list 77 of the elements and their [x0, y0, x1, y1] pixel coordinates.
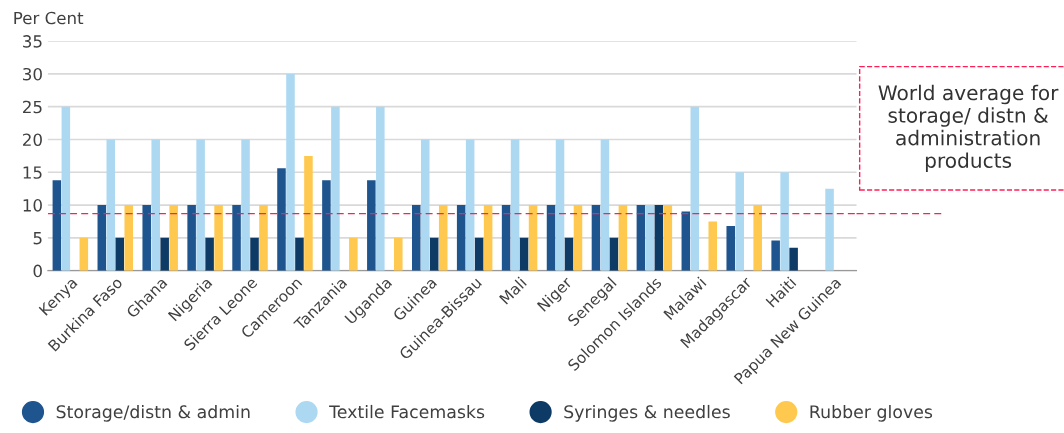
bar [61, 106, 71, 271]
bar [564, 237, 574, 271]
y-tick-label: 20 [23, 133, 42, 147]
bar [286, 73, 295, 271]
legend-label: Storage/distn & admin [56, 404, 250, 422]
bar [349, 237, 358, 271]
bar [528, 205, 538, 271]
bar [376, 106, 385, 271]
bar [654, 205, 664, 271]
bar [501, 205, 511, 271]
bar [250, 237, 259, 271]
bar [295, 237, 304, 271]
bar [483, 205, 493, 271]
bar [124, 205, 134, 271]
bar [304, 155, 313, 271]
y-tick-label: 25 [23, 100, 42, 114]
bar [591, 205, 601, 271]
y-tick-label: 30 [23, 67, 42, 81]
y-tick-label: 0 [33, 264, 42, 278]
bar [708, 221, 718, 271]
bar [600, 139, 610, 271]
bar [367, 180, 376, 271]
bar [241, 139, 250, 271]
legend-label: Rubber gloves [810, 404, 933, 422]
bar [429, 237, 439, 271]
legend-label: Textile Facemasks [329, 404, 485, 419]
bar [160, 237, 169, 271]
bar [97, 205, 107, 271]
bar [735, 172, 744, 271]
bar [681, 211, 691, 271]
bar [726, 226, 735, 271]
bar [79, 237, 89, 271]
bar [420, 139, 430, 271]
bar [169, 205, 178, 271]
bar [106, 139, 116, 271]
bar [115, 237, 125, 271]
bar [438, 205, 448, 271]
legend-label: Syringes & needles [564, 404, 730, 422]
y-tick-label: 35 [23, 35, 42, 48]
bar [151, 139, 160, 271]
y-tick-label: 5 [33, 232, 42, 245]
ref-line-label: World average for storage/ distn & administration products [878, 84, 1059, 172]
bar [618, 205, 628, 271]
y-axis-title: Per Cent [14, 11, 84, 25]
y-tick-label: 10 [23, 199, 42, 212]
bar [331, 106, 340, 271]
bar [690, 106, 700, 271]
bar [573, 205, 583, 271]
bar [187, 205, 196, 271]
bar [259, 205, 268, 271]
bar [555, 139, 565, 271]
bar [52, 180, 62, 271]
bar [411, 205, 421, 271]
bar [780, 172, 789, 271]
bar [645, 205, 655, 271]
bar [196, 139, 205, 271]
bar [519, 237, 529, 271]
bar [663, 205, 673, 271]
bar [474, 237, 484, 271]
bar [510, 139, 520, 271]
bar [609, 237, 619, 271]
bar [465, 139, 475, 271]
bar [232, 205, 241, 271]
bar [277, 168, 286, 271]
bar [456, 205, 466, 271]
bar [825, 188, 834, 271]
bar [142, 205, 151, 271]
bar [322, 180, 331, 271]
bar [205, 237, 214, 271]
bar [771, 240, 780, 271]
bar [214, 205, 223, 271]
bar [753, 205, 762, 271]
y-tick-label: 15 [23, 166, 42, 179]
bar [546, 205, 556, 271]
bar [636, 205, 646, 271]
bar [789, 247, 798, 271]
bar [394, 237, 403, 271]
